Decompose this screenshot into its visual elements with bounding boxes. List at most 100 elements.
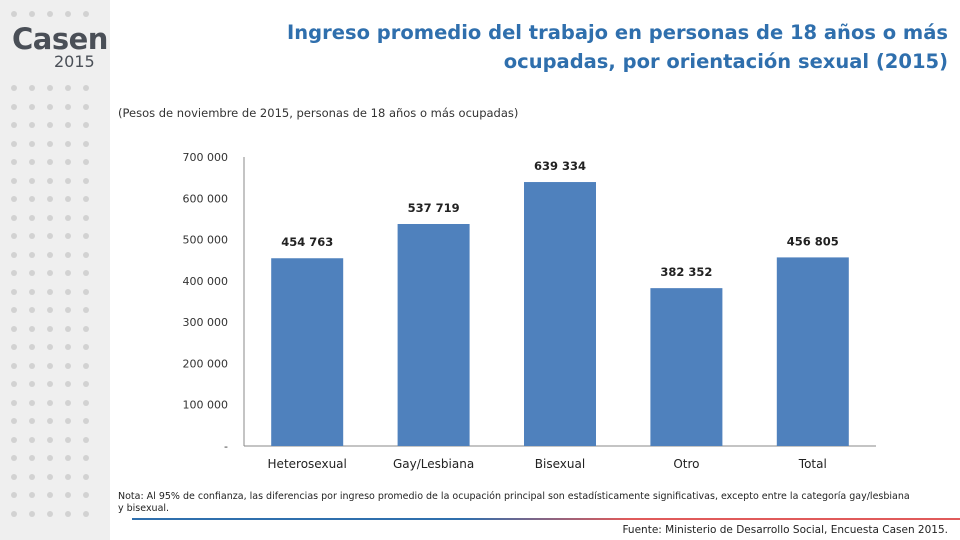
decor-dot — [47, 288, 53, 295]
decor-dot — [83, 177, 89, 184]
decor-dot — [29, 103, 35, 110]
decor-dot — [11, 214, 17, 221]
y-tick-label: 500 000 — [183, 234, 229, 247]
decor-dot — [65, 233, 71, 239]
decor-dot — [47, 11, 53, 17]
decor-dot — [47, 177, 53, 184]
decor-dot — [83, 214, 89, 221]
logo-wordmark: Casen — [12, 22, 108, 56]
footer-divider — [132, 518, 960, 520]
decor-dot — [83, 103, 89, 110]
decor-dot — [11, 251, 17, 258]
x-tick-label: Gay/Lesbiana — [393, 457, 474, 471]
decor-dot — [65, 399, 71, 406]
decor-dot — [47, 122, 53, 128]
decor-dot — [65, 436, 71, 443]
decor-dot — [29, 492, 35, 498]
decor-dot — [11, 492, 17, 498]
decor-dot — [29, 381, 35, 387]
decor-dot — [11, 233, 17, 239]
decor-dot — [11, 122, 17, 128]
decor-dot — [11, 103, 17, 110]
decor-dot — [29, 362, 35, 369]
y-tick-label: 100 000 — [183, 399, 229, 412]
bar — [271, 258, 344, 446]
bar — [397, 223, 470, 446]
decor-dot — [29, 288, 35, 295]
decor-dot — [47, 196, 53, 202]
decor-dot — [83, 196, 89, 202]
decor-dot — [29, 122, 35, 128]
decor-dot — [29, 473, 35, 480]
decor-dot — [65, 251, 71, 258]
decor-dot — [65, 11, 71, 17]
decor-dot — [65, 510, 71, 517]
decor-dot — [29, 436, 35, 443]
data-label: 454 763 — [281, 235, 333, 249]
decor-dot — [47, 103, 53, 110]
bar — [650, 288, 723, 446]
decor-dot — [65, 177, 71, 184]
decor-dot — [83, 325, 89, 332]
decor-dot — [65, 381, 71, 387]
decor-dot — [47, 399, 53, 406]
title-line-1: Ingreso promedio del trabajo en personas… — [287, 21, 948, 44]
decor-dot — [29, 11, 35, 17]
decor-dot — [83, 85, 89, 91]
decor-dot — [29, 177, 35, 184]
decor-dot — [83, 418, 89, 424]
decor-dot — [83, 288, 89, 295]
decor-dot — [65, 85, 71, 91]
decor-dot — [11, 399, 17, 406]
decor-dot — [29, 85, 35, 91]
decor-dot — [29, 418, 35, 424]
decor-dot — [47, 436, 53, 443]
decor-dot — [83, 251, 89, 258]
decor-dot — [47, 455, 53, 461]
decor-dot — [65, 473, 71, 480]
y-tick-label: 300 000 — [183, 316, 229, 329]
decor-dot — [83, 455, 89, 461]
y-tick-label: 200 000 — [183, 357, 229, 370]
decor-dot — [29, 307, 35, 313]
y-tick-label: - — [224, 440, 228, 453]
decor-dot — [65, 307, 71, 313]
decor-dot — [11, 85, 17, 91]
decor-dot — [11, 473, 17, 480]
decor-dot — [83, 436, 89, 443]
page-title: Ingreso promedio del trabajo en personas… — [188, 18, 948, 76]
decor-dot — [47, 344, 53, 350]
x-tick-label: Otro — [673, 457, 699, 471]
decor-dot — [47, 85, 53, 91]
decor-dot — [65, 362, 71, 369]
decor-dot — [29, 196, 35, 202]
y-tick-label: 700 000 — [183, 151, 229, 164]
decor-dot — [65, 159, 71, 165]
decor-dot — [83, 344, 89, 350]
decor-dot — [29, 325, 35, 332]
decor-dot — [65, 418, 71, 424]
bar — [524, 182, 596, 446]
decor-dot — [47, 510, 53, 517]
source-note: Fuente: Ministerio de Desarrollo Social,… — [622, 524, 948, 536]
decor-dot — [65, 455, 71, 461]
x-tick-label: Heterosexual — [268, 457, 347, 471]
decor-dot — [47, 140, 53, 147]
decor-dot — [47, 307, 53, 313]
decor-dot — [65, 122, 71, 128]
y-tick-label: 400 000 — [183, 275, 229, 288]
decor-dot — [11, 196, 17, 202]
decor-dot — [11, 270, 17, 276]
data-label: 456 805 — [787, 234, 839, 248]
decor-dot — [29, 233, 35, 239]
decor-dot — [11, 159, 17, 165]
decor-dot — [11, 307, 17, 313]
decor-dot — [65, 103, 71, 110]
decor-dot — [47, 418, 53, 424]
decor-dot — [83, 122, 89, 128]
decor-dot — [65, 492, 71, 498]
decor-dot — [65, 214, 71, 221]
data-label: 639 334 — [534, 159, 586, 173]
decor-dot — [11, 381, 17, 387]
decor-dot — [29, 510, 35, 517]
